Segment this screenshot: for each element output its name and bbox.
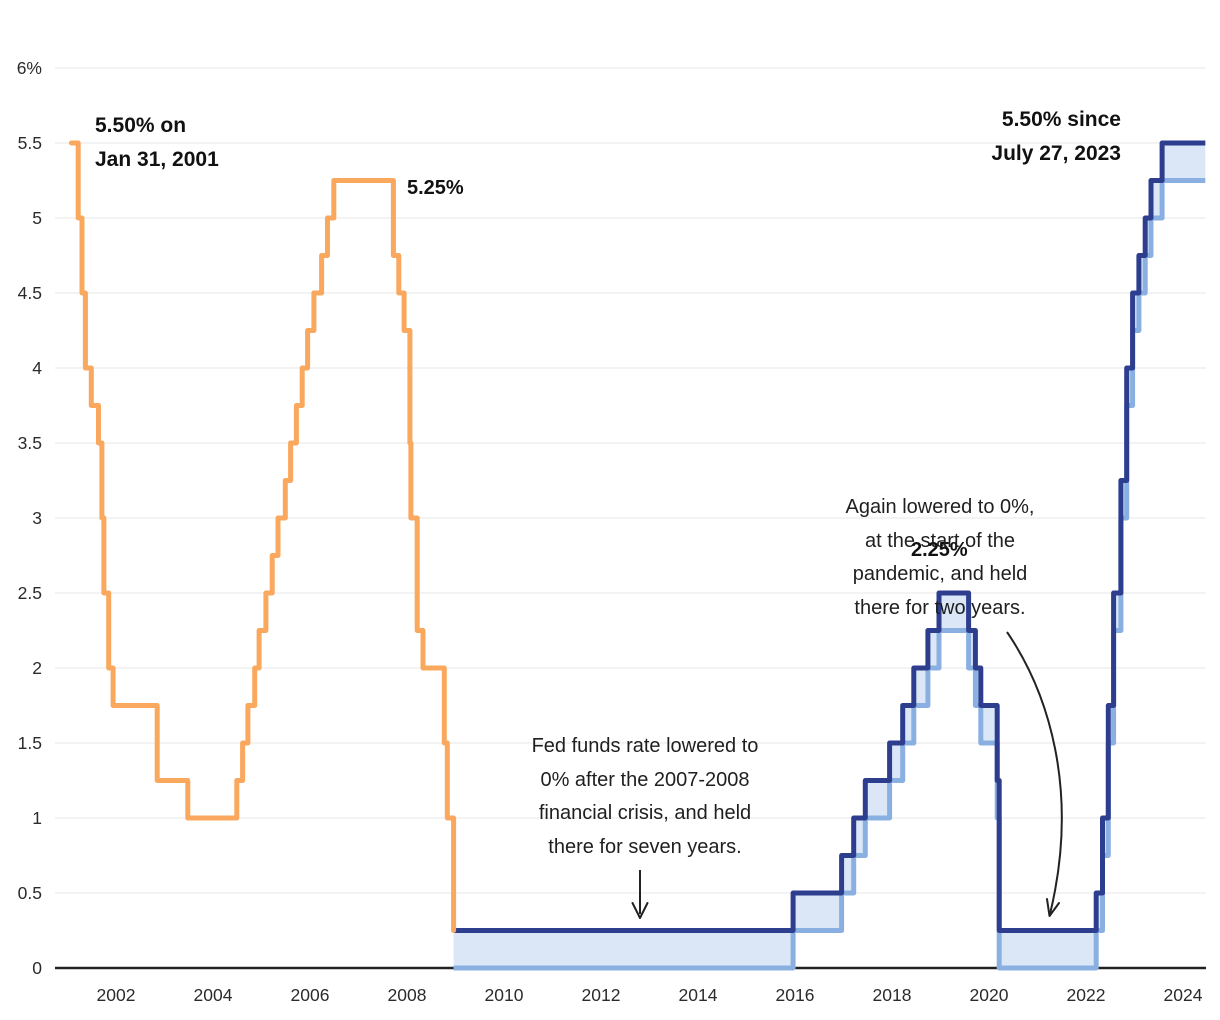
single-target-line [68,140,457,933]
annotation-peak-2006: 5.25% [407,177,464,199]
rate-step-lines [68,140,1206,971]
annotation-peak-2019: 2.25% [911,539,968,561]
x-tick-label: 2006 [291,985,330,1005]
y-tick-label: 5.5 [18,133,42,153]
down-arrow-icon [631,870,649,919]
x-tick-label: 2018 [873,985,912,1005]
x-tick-label: 2022 [1067,985,1106,1005]
y-tick-label: 2.5 [18,583,42,603]
x-tick-label: 2008 [388,985,427,1005]
annotation-pandemic-note: Again lowered to 0%, at the start of the… [845,496,1035,619]
x-tick-labels: 2002 2004 2006 2008 2010 2012 2014 2016 2018 2020… [97,985,1203,1005]
x-tick-label: 2002 [97,985,136,1005]
y-tick-label: 0.5 [18,883,42,903]
annotation-current-rate: 5.50% since July 27, 2023 [991,108,1121,165]
x-tick-label: 2012 [582,985,621,1005]
annotation-gfc-note: Fed funds rate lowered to 0% after the 2… [531,735,759,858]
x-tick-label: 2014 [679,985,718,1005]
x-tick-label: 2020 [970,985,1009,1005]
y-tick-label: 1.5 [18,733,42,753]
y-tick-label: 1 [32,808,42,828]
y-tick-label: 5 [32,208,42,228]
y-tick-labels: 0 0.5 1 1.5 2 2.5 3 3.5 4 4.5 5 5.5 6% [17,58,43,978]
x-tick-label: 2010 [485,985,524,1005]
y-tick-label: 6% [17,58,42,78]
y-tick-label: 4.5 [18,283,42,303]
y-tick-label: 4 [32,358,42,378]
annotation-start-2001: 5.50% on Jan 31, 2001 [95,114,219,171]
y-tick-label: 2 [32,658,42,678]
y-tick-label: 3.5 [18,433,42,453]
y-tick-label: 0 [32,958,42,978]
x-tick-label: 2024 [1164,985,1203,1005]
x-tick-label: 2016 [776,985,815,1005]
y-tick-label: 3 [32,508,42,528]
x-tick-label: 2004 [194,985,233,1005]
curved-arrow-icon [1006,631,1063,917]
upper-bound-line [453,140,1206,933]
